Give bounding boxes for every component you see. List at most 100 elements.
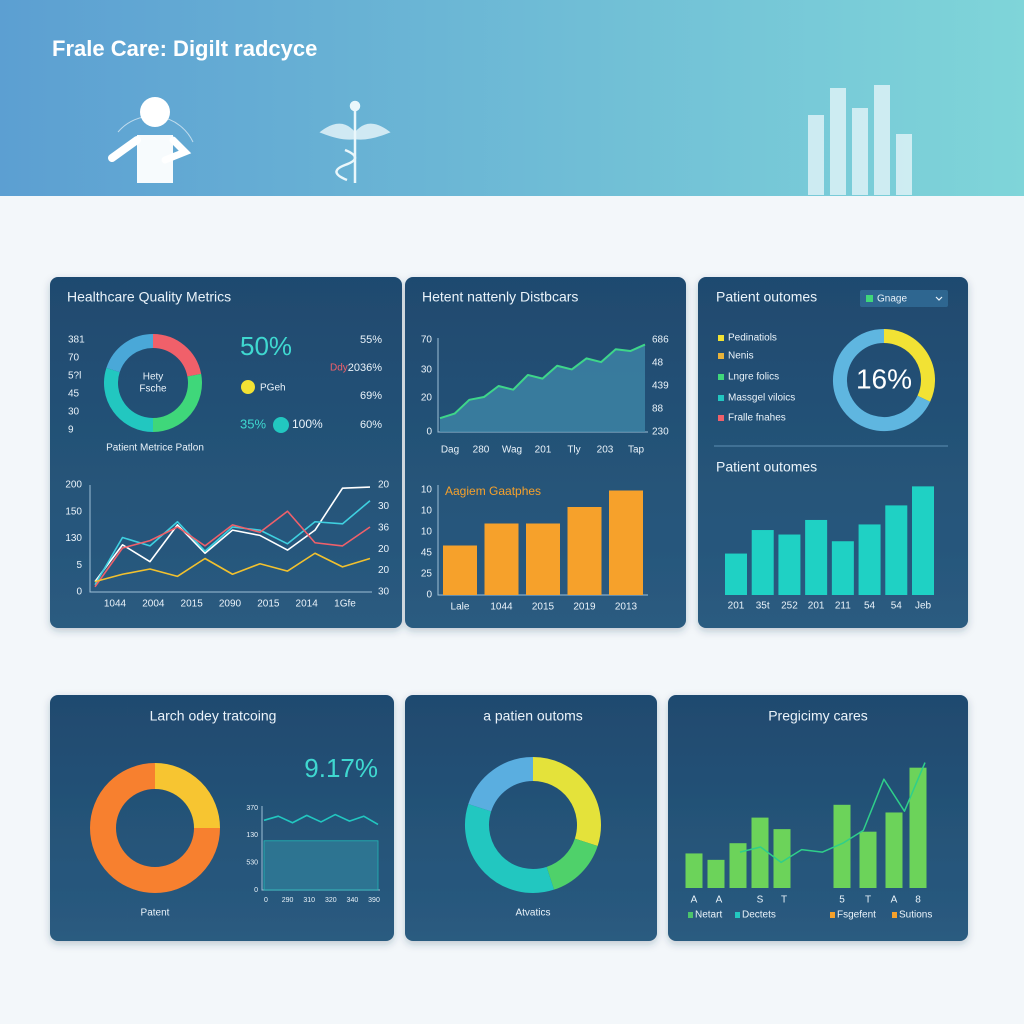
bar [526, 523, 560, 595]
axis-label: 530 [246, 860, 258, 867]
legend-swatch [688, 912, 693, 918]
axis-label: 25 [421, 569, 433, 580]
bar [778, 534, 801, 595]
axis-label: 320 [325, 897, 337, 904]
bar [831, 541, 854, 595]
panel-title: Hetent nattenly Distbcars [422, 289, 578, 305]
axis-label: 10 [421, 527, 433, 538]
bar [725, 553, 747, 595]
legend-label: Fralle fnahes [728, 413, 786, 424]
bar [833, 804, 851, 888]
area-level [263, 840, 379, 891]
area [440, 344, 645, 432]
panel-title: Pregicimy cares [768, 708, 868, 724]
axis-label: 2015 [181, 599, 204, 610]
bar [751, 530, 774, 595]
stat-value: 60% [360, 419, 382, 431]
axis-label: 2019 [573, 602, 596, 613]
axis-label: 686 [652, 335, 669, 346]
axis [89, 485, 372, 593]
headline: 9.17% [304, 753, 378, 783]
legend-swatch [892, 912, 897, 918]
axis-label: 201 [808, 601, 825, 612]
legend-label: Massgel viloics [728, 393, 795, 404]
axis-label: 70 [68, 353, 80, 364]
line [94, 486, 371, 583]
bar [443, 545, 477, 595]
axis-label: 30 [378, 587, 390, 598]
axis-label: 390 [368, 897, 380, 904]
axis-label: A [716, 895, 723, 906]
panel-title: Patient outomes [716, 289, 817, 305]
donut-segment [104, 367, 154, 432]
donut-segment [468, 757, 534, 812]
legend-swatch [718, 335, 724, 341]
axis-label: 280 [473, 445, 490, 456]
axis-label: Jeb [915, 601, 932, 612]
axis-label: 0 [264, 897, 268, 904]
donut-segment [532, 757, 601, 847]
bar [912, 486, 934, 595]
caption: Patent [141, 908, 170, 919]
axis-label: Tap [628, 445, 645, 456]
axis-label: 2015 [257, 599, 280, 610]
stat: 35% [240, 416, 266, 431]
axis-label: 10 [421, 485, 433, 496]
bar [859, 831, 877, 888]
legend-label: Fsgefent [837, 910, 876, 921]
axis-label: 2013 [615, 602, 638, 613]
axis-label: 30 [68, 407, 80, 418]
stat-value: 2036% [348, 362, 382, 374]
axis-label: 230 [652, 427, 669, 438]
axis-label: 8 [915, 895, 921, 906]
axis-label: 30 [421, 365, 433, 376]
donut-label: Fsche [139, 384, 167, 395]
doctor-icon [108, 97, 194, 183]
axis-label: 9 [68, 425, 74, 436]
donut-segment [465, 803, 555, 893]
dropdown-swatch [866, 295, 873, 302]
axis-label: 310 [303, 897, 315, 904]
line [263, 813, 379, 826]
bar [773, 829, 791, 888]
header-bars-icon [808, 85, 912, 195]
dropdown[interactable] [860, 290, 948, 307]
line [94, 552, 371, 583]
axis-label: 20 [378, 544, 390, 555]
panel-title: a patien outoms [483, 708, 583, 724]
axis-label: 30 [378, 501, 390, 512]
axis-label: 1Gfe [334, 599, 356, 610]
legend-swatch [718, 353, 724, 359]
axis-label: 1044 [490, 602, 513, 613]
axis-label: 2014 [296, 599, 319, 610]
axis-label: 340 [347, 897, 359, 904]
axis-label: 150 [65, 506, 82, 517]
tag: Ddy [330, 363, 348, 374]
panel-subtitle: Patient outomes [716, 459, 817, 475]
axis-label: A [891, 895, 898, 906]
axis-label: 36 [378, 522, 390, 533]
caption: Atvatics [515, 908, 550, 919]
axis-label: 5?l [68, 371, 81, 382]
axis-label: 10 [421, 506, 433, 517]
axis-label: 0 [426, 427, 432, 438]
axis-label: 290 [282, 897, 294, 904]
axis-label: 381 [68, 335, 85, 346]
donut-segment [883, 329, 935, 402]
line [739, 762, 926, 864]
legend-label: Netart [695, 910, 722, 921]
axis-label: 88 [652, 404, 664, 415]
bar [885, 505, 908, 595]
axis-label: 201 [535, 445, 552, 456]
axis-label: 20 [378, 565, 390, 576]
axis-label: 2004 [142, 599, 165, 610]
panel [50, 277, 402, 628]
donut-segment [154, 763, 220, 829]
axis-label: S [757, 895, 764, 906]
axis-label: T [781, 895, 787, 906]
donut-segment [90, 763, 220, 893]
axis-label: 20 [378, 480, 390, 491]
axis-label: 35t [756, 601, 770, 612]
